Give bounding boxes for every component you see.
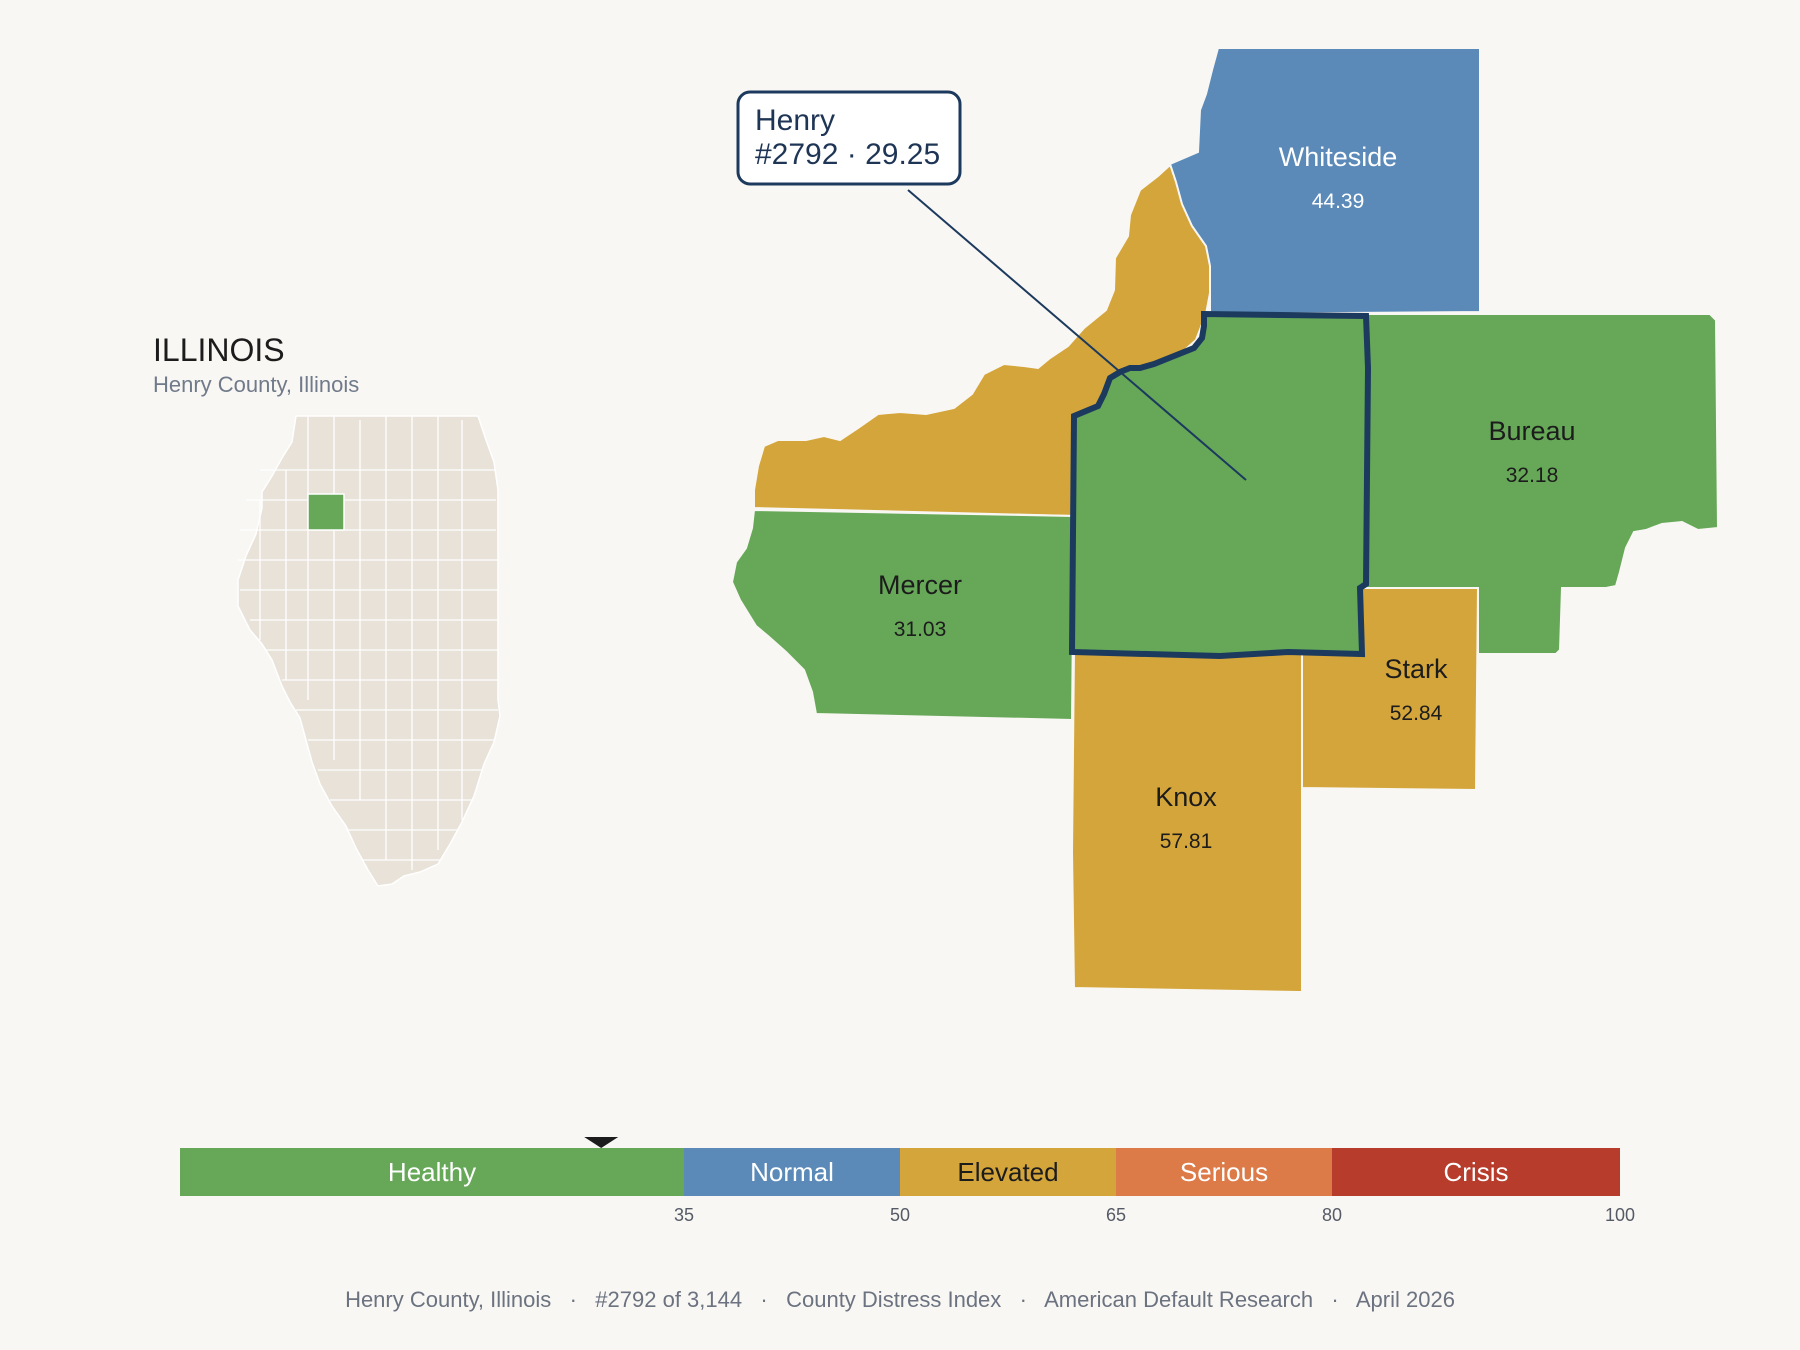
scale-tick-50: 50 [890,1205,910,1225]
county-mercer [730,508,1076,722]
scale-band-label-elevated: Elevated [957,1157,1058,1187]
henry-callout: Henry #2792 · 29.25 [736,90,1247,481]
scale-tick-100: 100 [1605,1205,1635,1225]
label-bureau-name: Bureau [1488,416,1575,446]
county-bureau [1365,313,1720,655]
label-whiteside-score: 44.39 [1312,190,1365,213]
callout-name: Henry [755,104,835,137]
scale-band-label-healthy: Healthy [388,1157,476,1187]
label-stark-score: 52.84 [1390,702,1443,725]
illinois-inset: ILLINOIS Henry County, Illinois [153,332,501,887]
scale-band-label-serious: Serious [1180,1157,1268,1187]
label-whiteside-name: Whiteside [1279,142,1398,172]
county-henry [1068,310,1372,660]
county-map [730,47,1720,993]
label-bureau-score: 32.18 [1506,464,1559,487]
label-knox-score: 57.81 [1160,830,1213,853]
scale-band-serious [1116,1148,1332,1196]
label-knox-name: Knox [1155,782,1217,812]
inset-title: ILLINOIS [153,332,285,368]
scale-band-crisis [1332,1148,1620,1196]
county-labels: Whiteside 44.39 Bureau 32.18 Mercer 31.0… [878,142,1576,853]
label-stark-name: Stark [1384,654,1448,684]
distress-scale: Healthy Normal Elevated Serious Crisis 35 50 65… [180,1137,1635,1225]
scale-band-healthy [180,1148,684,1196]
scale-band-elevated [900,1148,1116,1196]
henry-county-locator [307,493,345,531]
footer-caption: Henry County, Illinois · #2792 of 3,144 … [345,1287,1455,1312]
illinois-county-grid [238,416,498,870]
scale-tick-65: 65 [1106,1205,1126,1225]
label-mercer-score: 31.03 [894,618,947,641]
scale-marker [584,1137,619,1148]
inset-subtitle: Henry County, Illinois [153,372,359,397]
callout-leader-line [907,189,1247,481]
county-knox [1070,651,1303,993]
illinois-state-shape [237,415,501,887]
label-mercer-name: Mercer [878,570,962,600]
scale-band-label-crisis: Crisis [1444,1157,1509,1187]
scale-tick-80: 80 [1322,1205,1342,1225]
callout-detail: #2792 · 29.25 [755,138,940,171]
scale-tick-35: 35 [674,1205,694,1225]
callout-box [736,90,962,186]
county-whiteside [1168,47,1481,316]
scale-band-normal [684,1148,900,1196]
scale-band-label-normal: Normal [750,1157,834,1187]
